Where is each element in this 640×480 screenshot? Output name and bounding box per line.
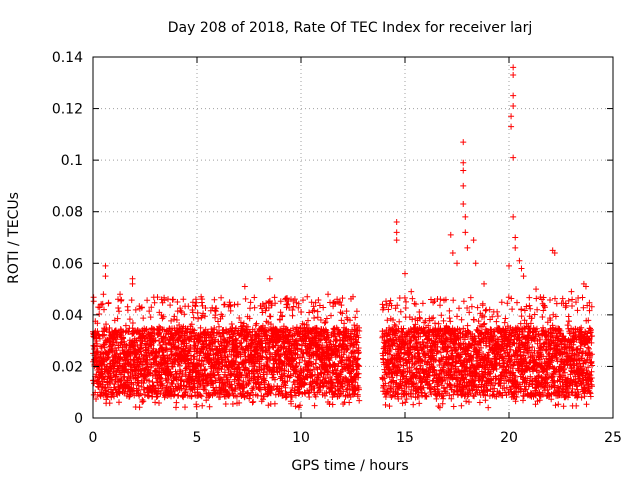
x-tick-label: 10 xyxy=(292,430,310,446)
plot-frame xyxy=(92,56,614,419)
data-point xyxy=(102,262,109,269)
data-point xyxy=(393,229,400,236)
chart-title: Day 208 of 2018, Rate Of TEC Index for r… xyxy=(168,20,533,36)
data-point xyxy=(402,270,408,277)
data-point xyxy=(460,159,467,166)
y-axis-title: ROTI / TECUs xyxy=(6,192,22,284)
data-point xyxy=(325,291,332,298)
data-point xyxy=(129,275,136,282)
x-axis-title: GPS time / hours xyxy=(291,458,408,474)
data-point xyxy=(393,237,400,244)
y-tick-label: 0.14 xyxy=(52,50,83,66)
data-point xyxy=(454,260,460,267)
data-point xyxy=(510,102,517,109)
data-point xyxy=(447,231,454,238)
data-point xyxy=(350,293,356,300)
data-point xyxy=(512,244,519,251)
axis-ticks xyxy=(92,56,614,419)
data-point xyxy=(516,257,523,264)
data-point xyxy=(102,273,109,280)
y-tick-label: 0 xyxy=(74,411,83,427)
data-point xyxy=(510,64,517,71)
data-point xyxy=(510,92,517,99)
x-tick-labels: 0 5 10 15 20 25 xyxy=(89,430,622,446)
data-point xyxy=(510,213,517,220)
data-point xyxy=(481,280,488,287)
data-point xyxy=(266,275,273,282)
data-point xyxy=(460,139,467,146)
x-tick-label: 0 xyxy=(89,430,98,446)
data-point xyxy=(460,200,467,207)
data-point xyxy=(100,291,107,298)
y-tick-label: 0.02 xyxy=(52,359,83,375)
y-tick-label: 0.04 xyxy=(52,308,83,324)
y-tick-label: 0.06 xyxy=(52,256,83,272)
data-point xyxy=(518,265,525,272)
y-tick-label: 0.08 xyxy=(52,205,83,221)
data-point xyxy=(508,113,515,120)
data-point xyxy=(472,260,479,267)
data-point xyxy=(462,213,469,220)
x-tick-label: 25 xyxy=(604,430,622,446)
data-point xyxy=(393,219,400,226)
data-point xyxy=(508,123,515,130)
data-point xyxy=(551,249,558,256)
data-point xyxy=(470,237,477,244)
data-point xyxy=(408,288,415,295)
data-point xyxy=(198,293,205,300)
data-point xyxy=(462,229,469,236)
data-points xyxy=(90,64,596,411)
data-point xyxy=(533,286,540,293)
data-point xyxy=(460,167,467,174)
data-point xyxy=(129,280,136,287)
data-point xyxy=(510,154,517,161)
data-point xyxy=(568,288,575,295)
y-tick-label: 0.12 xyxy=(52,102,83,118)
data-point xyxy=(460,182,467,189)
data-point xyxy=(158,296,165,303)
data-point xyxy=(520,273,527,280)
x-tick-label: 20 xyxy=(500,430,518,446)
data-point xyxy=(510,72,517,79)
x-tick-label: 5 xyxy=(193,430,202,446)
data-point xyxy=(117,291,124,298)
data-point xyxy=(464,244,471,251)
data-point xyxy=(449,249,456,256)
data-point xyxy=(506,262,512,269)
x-tick-label: 15 xyxy=(396,430,414,446)
y-tick-labels: 0 0.02 0.04 0.06 0.08 0.1 0.12 0.14 xyxy=(52,50,83,427)
dense-data-band xyxy=(90,294,596,411)
data-point xyxy=(512,234,519,241)
data-point xyxy=(304,293,311,300)
data-point xyxy=(241,283,248,290)
data-point xyxy=(582,283,589,290)
y-tick-label: 0.1 xyxy=(61,153,83,169)
